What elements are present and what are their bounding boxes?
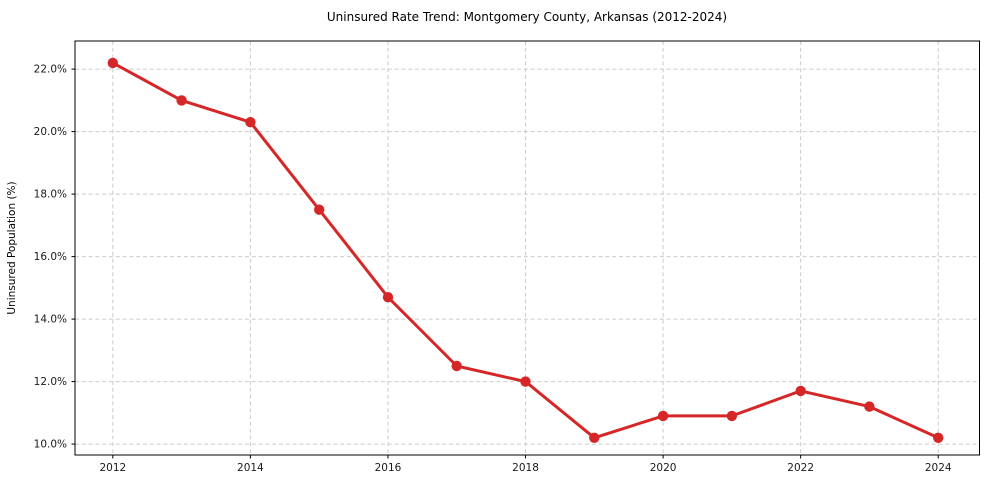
data-point	[657, 410, 669, 422]
data-point	[520, 376, 531, 387]
x-tick-label: 2018	[512, 462, 539, 474]
axis-ticks	[71, 68, 939, 459]
data-point	[451, 360, 462, 372]
data-point	[314, 204, 325, 215]
y-tick-label: 20.0%	[34, 126, 67, 138]
chart-title: Uninsured Rate Trend: Montgomery County,…	[327, 10, 727, 24]
y-tick-label: 22.0%	[34, 63, 67, 75]
data-point	[176, 95, 187, 106]
data-series	[107, 57, 944, 443]
tick-labels: 2012 2014 2016 2018 2020 2022 2024 10.0% 12.0% 14…	[34, 63, 952, 474]
x-tick-label: 2022	[787, 462, 814, 474]
plot-border	[74, 40, 980, 456]
y-tick-label: 18.0%	[34, 188, 67, 200]
data-point	[795, 385, 806, 397]
x-tick-label: 2016	[375, 462, 402, 474]
y-tick-label: 16.0%	[34, 251, 67, 263]
data-point	[382, 292, 394, 303]
y-tick-label: 14.0%	[34, 313, 67, 325]
data-point	[726, 410, 738, 422]
y-tick-label: 10.0%	[34, 438, 67, 450]
data-point	[107, 57, 119, 69]
gridlines	[75, 41, 980, 455]
x-tick-label: 2014	[237, 462, 264, 474]
x-tick-label: 2020	[650, 462, 677, 474]
data-point	[933, 432, 944, 443]
y-axis-label: Uninsured Population (%)	[6, 181, 18, 314]
data-point	[245, 117, 256, 128]
x-tick-label: 2024	[925, 462, 952, 474]
data-point	[864, 401, 875, 412]
y-tick-label: 12.0%	[34, 376, 67, 388]
x-tick-label: 2012	[99, 462, 126, 474]
data-point	[589, 432, 600, 443]
